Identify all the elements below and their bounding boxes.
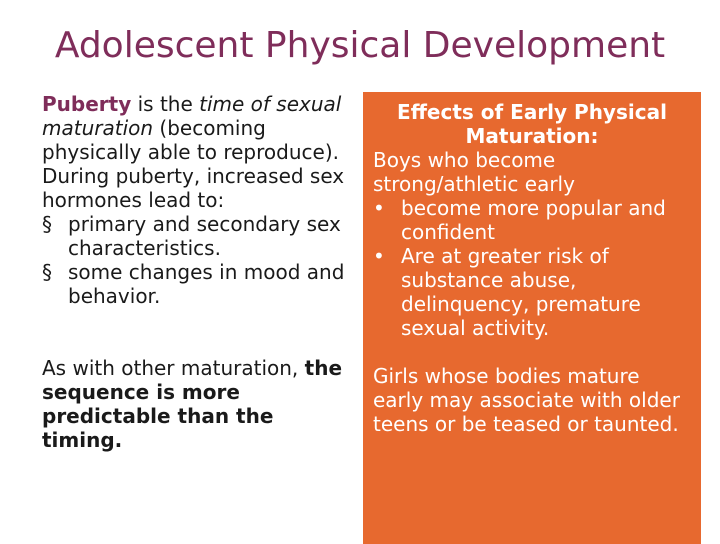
section-bullet-icon: § [42,212,52,236]
slide-title: Adolescent Physical Development [54,25,666,66]
closing-statement: As with other maturation, the sequence i… [42,356,347,452]
dot-bullet-icon: • [373,244,385,268]
box-heading: Effects of Early Physical Maturation: [397,100,667,148]
bullet-text: Are at greater risk of substance abuse, … [401,244,641,340]
list-item: § primary and secondary sex characterist… [42,212,347,260]
list-item: • Are at greater risk of substance abuse… [373,244,691,340]
bullet-text: become more popular and confident [401,196,666,244]
definition-mid: is the [131,92,200,116]
dot-bullet-icon: • [373,196,385,220]
list-item: • become more popular and confident [373,196,691,244]
during-puberty-text: During puberty, increased sex hormones l… [42,164,345,212]
closing-bold: the sequence is more predictable than th… [42,356,343,452]
list-item: § some changes in mood and behavior. [42,260,347,308]
closing-plain: As with other maturation, [42,356,305,380]
spacer [373,340,691,364]
section-bullet-icon: § [42,260,52,284]
puberty-definition: Puberty is the time of sexual maturation… [42,92,347,164]
girls-text: Girls whose bodies mature early may asso… [373,364,680,436]
boys-intro: Boys who become strong/athletic early [373,148,575,196]
definition-italic: time of sexual maturation [42,92,342,140]
puberty-term: Puberty [42,92,132,116]
bullet-text: primary and secondary sex characteristic… [68,212,341,260]
bullet-text: some changes in mood and behavior. [68,260,345,308]
early-maturation-box: Effects of Early Physical Maturation: Bo… [363,92,701,544]
spacer [42,308,347,356]
definition-tail: (becoming physically able to reproduce). [42,116,339,164]
left-text-column: Puberty is the time of sexual maturation… [42,92,347,452]
